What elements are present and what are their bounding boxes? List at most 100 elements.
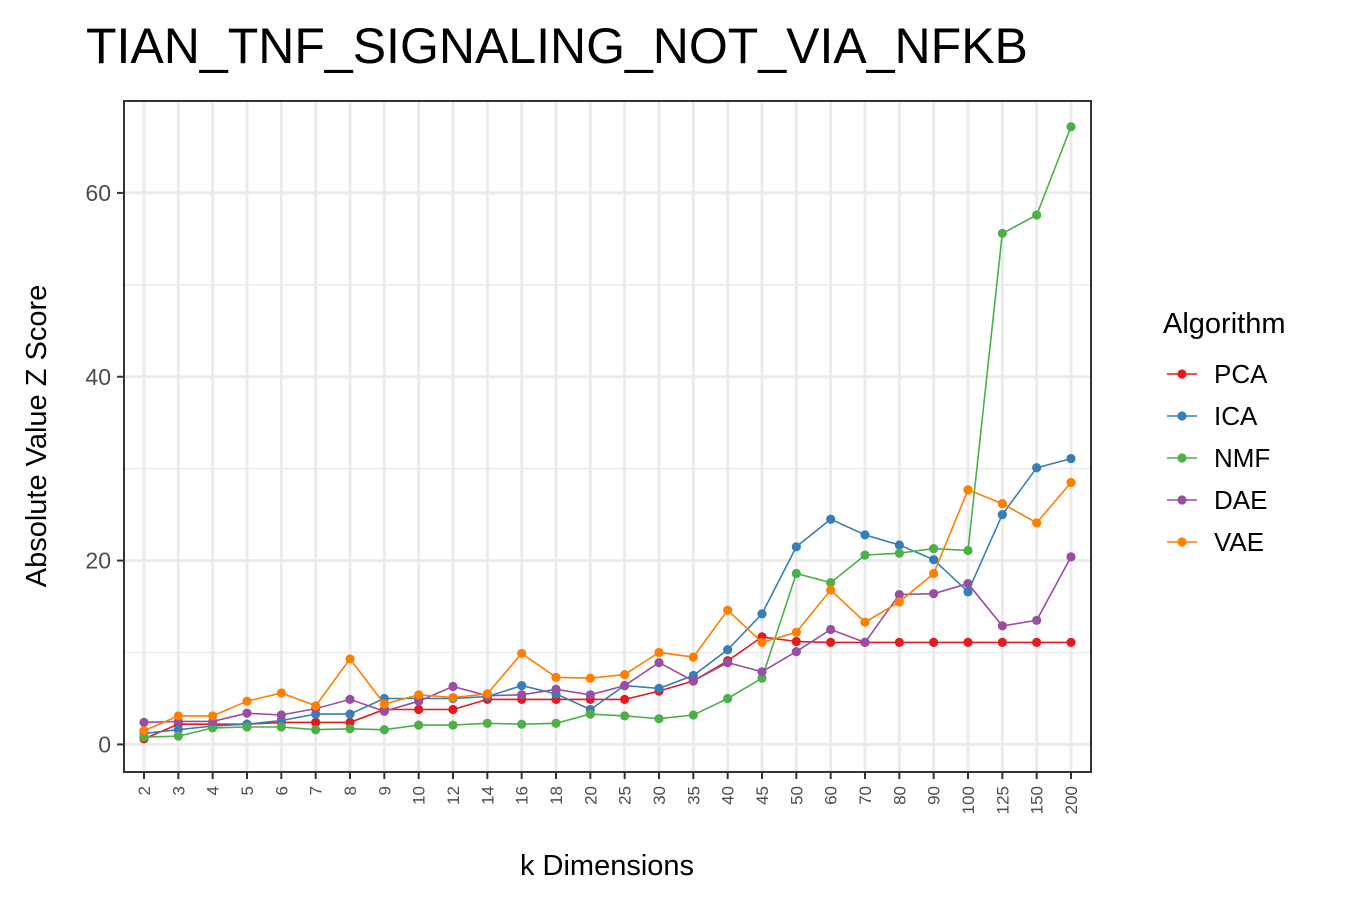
- data-point-pca: [414, 704, 424, 715]
- data-point-dae: [448, 681, 458, 692]
- data-point-vae: [929, 568, 939, 579]
- x-tick-label: 14: [478, 786, 497, 805]
- data-point-nmf: [345, 724, 355, 734]
- x-tick-label: 40: [719, 786, 738, 805]
- data-point-nmf: [997, 228, 1007, 238]
- legend-label: NMF: [1214, 443, 1270, 473]
- data-point-vae: [414, 690, 424, 700]
- data-point-vae: [860, 617, 870, 627]
- series-nmf: [139, 122, 1076, 742]
- x-tick-label: 18: [547, 786, 566, 805]
- data-point-vae: [551, 672, 561, 682]
- data-point-vae: [723, 605, 733, 615]
- x-tick-label: 4: [204, 786, 223, 795]
- data-point-pca: [620, 694, 630, 704]
- data-point-vae: [620, 669, 630, 680]
- data-point-nmf: [826, 578, 836, 588]
- data-point-nmf: [414, 720, 424, 730]
- y-axis-title: Absolute Value Z Score: [21, 285, 53, 588]
- data-point-pca: [963, 637, 973, 647]
- x-tick-label: 100: [959, 786, 978, 814]
- series-line-dae: [143, 556, 1072, 724]
- legend-item-ica: ICA: [1167, 401, 1258, 431]
- y-tick-label: 0: [98, 731, 111, 757]
- data-point-nmf: [242, 722, 252, 732]
- data-point-dae: [757, 667, 767, 677]
- data-point-dae: [723, 658, 733, 668]
- data-point-vae: [276, 688, 286, 698]
- legend-key-point: [1177, 495, 1187, 505]
- data-point-vae: [242, 696, 252, 706]
- data-point-nmf: [585, 709, 595, 719]
- x-tick-label: 20: [581, 786, 600, 805]
- data-point-vae: [379, 699, 389, 709]
- data-point-dae: [688, 676, 698, 686]
- data-point-dae: [345, 694, 355, 704]
- data-point-vae: [585, 673, 595, 683]
- data-point-pca: [1032, 637, 1042, 647]
- data-point-vae: [1032, 518, 1042, 528]
- data-point-nmf: [688, 710, 698, 720]
- data-point-vae: [448, 692, 458, 703]
- y-tick-label: 40: [85, 364, 111, 390]
- data-point-vae: [826, 585, 836, 595]
- data-point-dae: [620, 680, 630, 691]
- data-point-vae: [1066, 477, 1076, 488]
- data-point-dae: [894, 589, 904, 600]
- data-point-dae: [276, 710, 286, 720]
- data-point-ica: [963, 587, 973, 597]
- data-point-nmf: [311, 725, 321, 735]
- data-point-ica: [997, 510, 1007, 520]
- x-tick-label: 125: [993, 786, 1012, 814]
- x-axis-title: k Dimensions: [520, 850, 694, 882]
- data-point-dae: [1032, 615, 1042, 625]
- legend-label: ICA: [1214, 401, 1258, 431]
- series-line-ica: [143, 457, 1072, 735]
- data-point-ica: [723, 645, 733, 655]
- data-point-ica: [826, 514, 836, 524]
- data-point-pca: [826, 637, 836, 647]
- data-point-nmf: [860, 550, 870, 560]
- series-vae: [139, 477, 1076, 736]
- data-point-pca: [1066, 637, 1076, 647]
- x-tick-label: 5: [238, 786, 257, 795]
- data-point-nmf: [551, 718, 561, 728]
- legend-label: DAE: [1214, 485, 1267, 515]
- series-line-pca: [143, 636, 1071, 740]
- grid: [124, 101, 1091, 772]
- data-point-ica: [1032, 463, 1042, 473]
- legend-key-point: [1177, 453, 1187, 463]
- data-point-dae: [242, 708, 252, 718]
- data-point-nmf: [379, 725, 389, 735]
- data-point-nmf: [929, 544, 939, 554]
- data-point-ica: [517, 680, 527, 691]
- legend: Algorithm PCA ICA NMF DAE VAE: [1163, 308, 1286, 557]
- x-tick-label: 70: [856, 786, 875, 805]
- data-point-vae: [482, 689, 492, 699]
- x-tick-label: 9: [375, 786, 394, 795]
- data-point-pca: [894, 637, 904, 647]
- data-point-ica: [791, 542, 801, 552]
- data-point-vae: [311, 701, 321, 711]
- data-point-nmf: [620, 711, 630, 721]
- y-tick-label: 60: [85, 180, 111, 206]
- data-point-pca: [929, 637, 939, 647]
- series-line-vae: [143, 481, 1072, 732]
- x-tick-label: 10: [410, 786, 429, 805]
- data-point-nmf: [757, 673, 767, 683]
- data-point-nmf: [482, 718, 492, 728]
- data-point-vae: [173, 711, 183, 721]
- data-point-nmf: [894, 548, 904, 558]
- data-point-ica: [860, 530, 870, 540]
- x-tick-label: 80: [890, 786, 909, 805]
- data-point-nmf: [139, 732, 149, 742]
- data-point-ica: [654, 683, 664, 693]
- data-point-nmf: [723, 693, 733, 704]
- data-point-dae: [997, 621, 1007, 631]
- data-point-dae: [585, 690, 595, 700]
- data-point-dae: [860, 637, 870, 647]
- x-tick-label: 60: [822, 786, 841, 805]
- data-point-nmf: [517, 719, 527, 729]
